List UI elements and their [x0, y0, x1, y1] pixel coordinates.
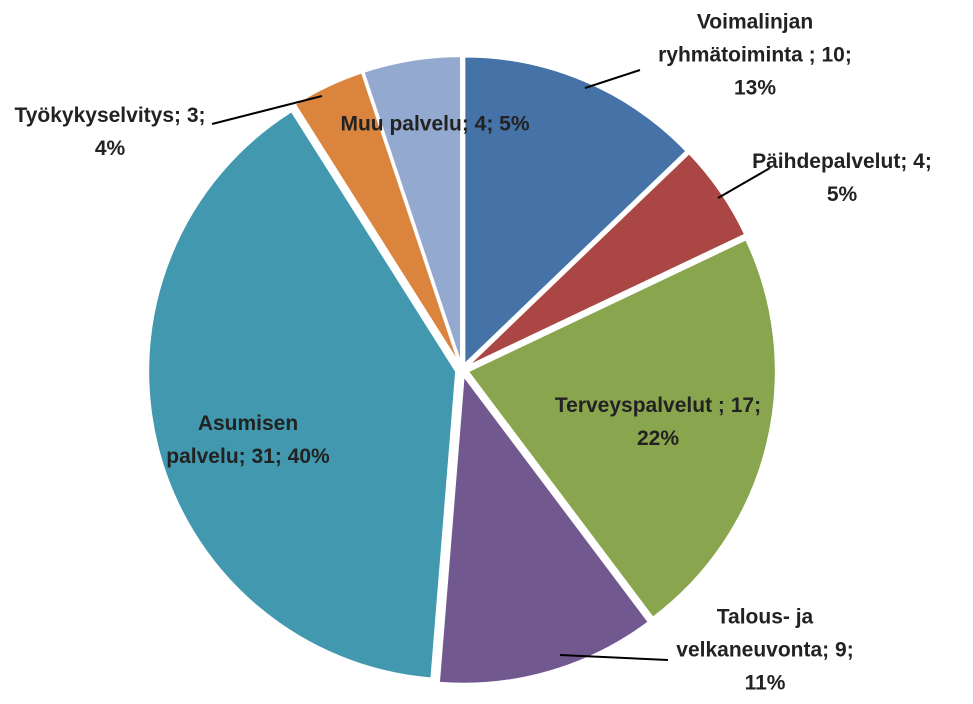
slice [463, 55, 688, 367]
value-label: 4; 5% [474, 112, 530, 136]
leader-line [584, 69, 641, 89]
value-label: 10; 13% [733, 43, 852, 100]
value-label: 3; 4% [94, 104, 206, 160]
leader-line [559, 654, 669, 661]
category-label: Terveyspalvelut [554, 394, 713, 417]
value-label: 4; 5% [826, 150, 932, 206]
category-label: Talous- ja velkaneuvonta; [676, 605, 830, 662]
slice-label: Voimalinjan ryhmätoiminta ; 10; 13% [640, 6, 870, 105]
slice-label: Talous- ja velkaneuvonta; 9; 11% [665, 601, 865, 700]
slice [437, 373, 651, 685]
value-label: ; 17; 22% [636, 394, 762, 450]
category-label: Voimalinjan ryhmätoiminta ; [658, 10, 816, 67]
slice-label: Terveyspalvelut ; 17; 22% [548, 389, 768, 455]
slice [147, 109, 458, 680]
category-label: Päihdepalvelut; [752, 150, 908, 173]
category-label: Työkykyselvitys; [14, 104, 181, 127]
leader-line [211, 95, 323, 125]
slice [362, 55, 463, 365]
slice [466, 151, 747, 368]
category-label: Asumisen palvelu; [166, 412, 299, 468]
slice-label: Päihdepalvelut; 4; 5% [742, 145, 942, 211]
slice [466, 238, 777, 620]
slice-label: Asumisen palvelu; 31; 40% [163, 407, 333, 473]
slice-label: Työkykyselvitys; 3; 4% [5, 99, 215, 165]
slice [293, 71, 461, 366]
slice-label: Muu palvelu; 4; 5% [335, 108, 535, 141]
value-label: 31; 40% [251, 445, 330, 468]
leader-line [717, 167, 771, 199]
value-label: 9; 11% [744, 638, 854, 695]
slices [147, 55, 777, 685]
category-label: Muu palvelu; [340, 112, 469, 136]
